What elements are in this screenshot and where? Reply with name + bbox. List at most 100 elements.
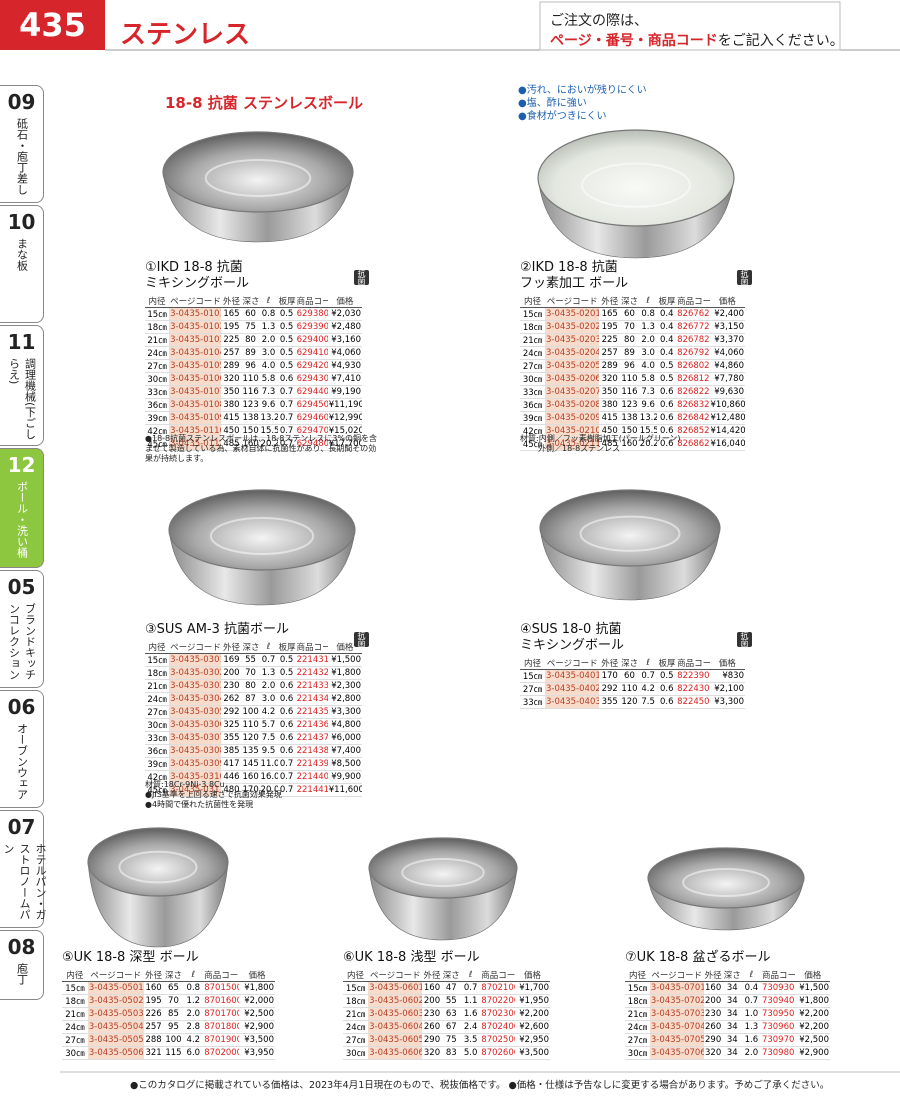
cell: 292 — [223, 707, 240, 717]
cell: 3-0435-0304 — [169, 692, 222, 706]
spec-row: 27㎝ 3-0435-0505 288 100 4.2 8701900 ¥3,500 — [62, 1033, 275, 1047]
cell: 8267920 — [677, 348, 710, 358]
cell: 6.0 — [186, 1048, 201, 1058]
cell: 289 — [223, 361, 240, 371]
cell: 450 — [223, 426, 240, 436]
notice-line: ご注文の際は、 — [550, 13, 648, 29]
cell: 3-0435-0506 — [87, 1046, 144, 1060]
side-tab: 08 庖丁 — [0, 930, 44, 1000]
cell: ¥2,600 — [519, 1022, 549, 1032]
cell: ¥2,400 — [714, 309, 744, 319]
cell: 417 — [223, 759, 240, 769]
cell: 8702100 — [481, 983, 515, 993]
cell: 30㎝ — [522, 375, 543, 385]
cell: 24㎝ — [147, 695, 167, 705]
cell: 87 — [245, 694, 256, 704]
cell: 8268520 — [677, 426, 710, 436]
cell: ¥2,300 — [331, 681, 361, 691]
cell: 355 — [601, 697, 618, 707]
cell: 30㎝ — [345, 1049, 366, 1059]
product-title: ⑦UK 18-8 盆ざるボール — [625, 950, 770, 966]
cell: 15㎝ — [147, 656, 167, 666]
cell: 160 — [242, 772, 259, 782]
cell: 60 — [624, 309, 635, 319]
cell: 260 — [423, 1022, 441, 1032]
cell: 75 — [445, 1035, 457, 1045]
cell: 200 — [705, 996, 722, 1006]
column-header: 外径 — [221, 641, 242, 654]
cell: 89 — [624, 348, 635, 358]
cell: ¥1,800 — [331, 668, 361, 678]
column-header: 価格 — [709, 295, 745, 308]
cell: 21㎝ — [522, 336, 543, 346]
column-header: 外径 — [599, 657, 621, 670]
cell: 3-0435-0301 — [169, 653, 222, 667]
notice-line: ページ・番号・商品コードをご記入ください。 — [550, 30, 844, 50]
cell: 27㎝ — [147, 362, 167, 372]
cell: ¥9,190 — [331, 387, 361, 397]
cell: ¥2,900 — [244, 1022, 274, 1032]
cell: 3.0 — [641, 348, 655, 358]
cell: 110 — [242, 374, 259, 384]
header-row: 内径ページコード外径深さℓ板厚商品コード価格 — [520, 657, 745, 670]
cell: 3-0435-0702 — [649, 994, 704, 1008]
cell: ¥3,300 — [714, 697, 744, 707]
cell: 0.6 — [279, 746, 294, 756]
cell: 2214390 — [296, 759, 328, 769]
bowl-shape — [209, 517, 315, 555]
cell: 257 — [601, 348, 618, 358]
spec-row: 39㎝3-0435-020941513813.20.68268420¥12,48… — [520, 411, 745, 425]
spec-row: 30㎝ 3-0435-0506 321 115 6.0 8702000 ¥3,950 — [62, 1046, 275, 1060]
bowl-shape — [539, 489, 721, 567]
notice-highlight: ページ・番号・商品コード — [550, 33, 718, 49]
cell: 24㎝ — [65, 1023, 85, 1033]
cell: 123 — [242, 400, 259, 410]
tab-label: 調理機械(下ごしらえ) — [7, 358, 37, 440]
cell: 20.2 — [260, 439, 278, 449]
cell: 0.5 — [279, 348, 294, 358]
cell: 39㎝ — [522, 414, 543, 424]
cell: 380 — [223, 400, 240, 410]
cell: 0.5 — [660, 374, 674, 384]
cell: 5.8 — [641, 374, 655, 384]
cell: ¥9,630 — [714, 387, 744, 397]
cell: 3-0435-0111 — [169, 437, 222, 451]
product-notes: 材質:18Cr-9Ni-3.8Cu ●JIS基準を上回る速さで抗菌効果発現 ●4時間… — [145, 780, 377, 810]
cell: 6294600 — [296, 413, 328, 423]
bowl-shape — [581, 162, 691, 208]
cell: 21㎝ — [147, 336, 167, 346]
column-header: 価格 — [327, 295, 362, 308]
cell: ¥3,950 — [244, 1048, 274, 1058]
cell: ¥7,410 — [331, 374, 361, 384]
cell: ¥7,780 — [714, 374, 744, 384]
cell: 65 — [168, 983, 179, 993]
cell: 7.3 — [261, 387, 276, 397]
cell: ¥10,860 — [710, 400, 746, 410]
notice-box — [539, 1, 841, 51]
cell: 3-0435-0101 — [169, 307, 222, 321]
cell: 21㎝ — [345, 1010, 366, 1020]
cell: ¥1,700 — [519, 983, 549, 993]
column-header: 板厚 — [277, 641, 296, 654]
cell: 110 — [242, 720, 259, 730]
column-header: ページコード — [169, 641, 222, 654]
title-line: ②IKD 18-8 抗菌 — [520, 260, 618, 275]
cell: 2.4 — [463, 1022, 478, 1032]
cell: 2.0 — [641, 335, 655, 345]
cell: 42㎝ — [147, 773, 167, 783]
cell: 24㎝ — [627, 1023, 648, 1033]
cell: ¥7,400 — [331, 746, 361, 756]
cell: 2214370 — [296, 733, 328, 743]
cell: 8267820 — [677, 335, 710, 345]
cell: 3-0435-0102 — [169, 320, 222, 334]
